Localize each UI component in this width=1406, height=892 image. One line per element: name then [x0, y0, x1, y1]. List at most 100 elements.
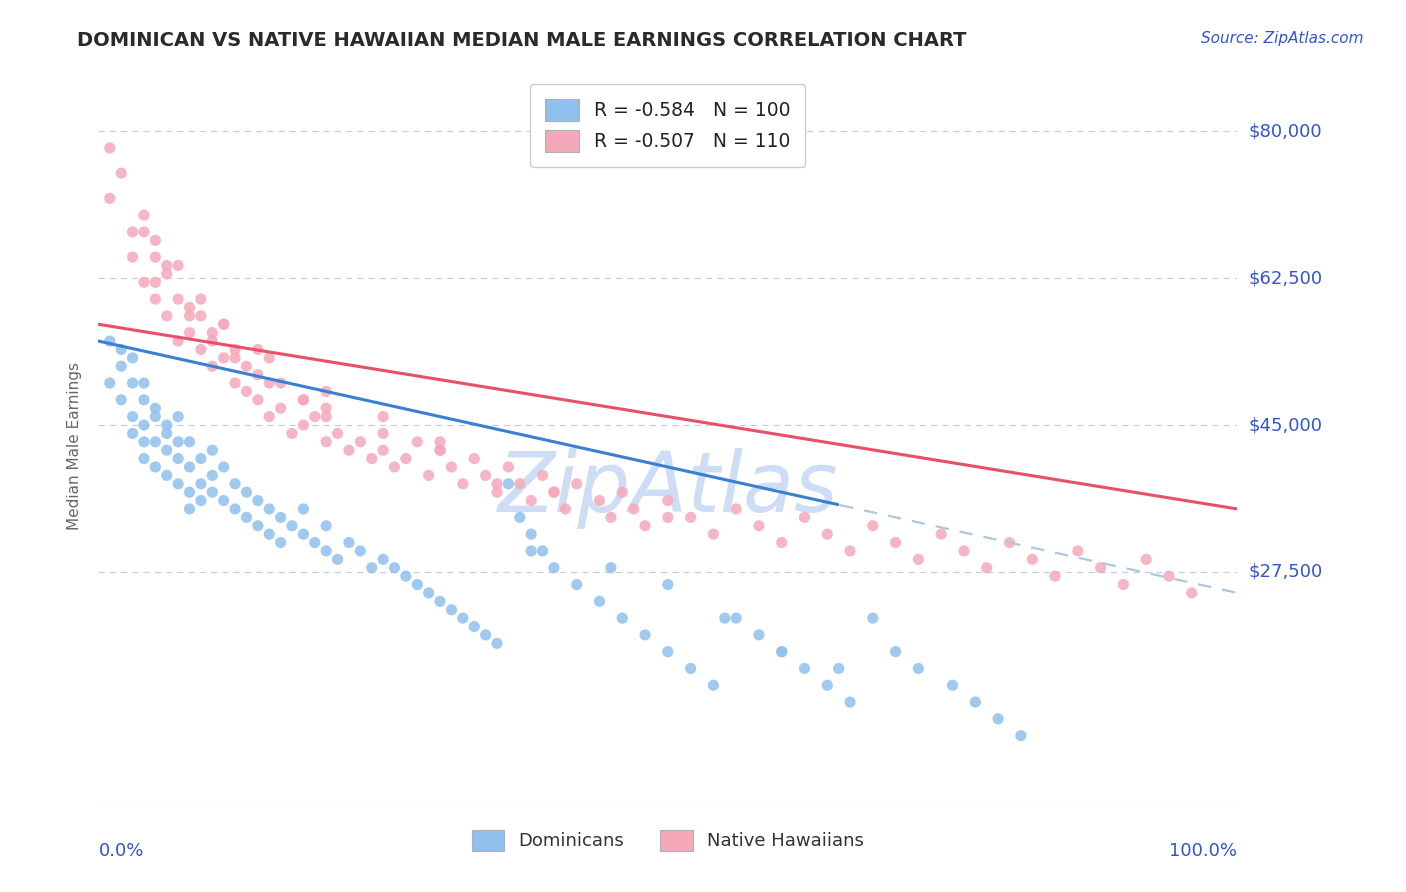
Point — [725, 611, 748, 625]
Text: $45,000: $45,000 — [1249, 416, 1323, 434]
Point — [315, 384, 337, 399]
Point — [212, 318, 235, 332]
Point — [815, 527, 838, 541]
Point — [337, 443, 360, 458]
Point — [235, 359, 257, 374]
Point — [520, 493, 543, 508]
Point — [634, 628, 657, 642]
Point — [612, 485, 634, 500]
Point — [121, 426, 143, 441]
Point — [292, 392, 315, 407]
Point — [429, 443, 451, 458]
Point — [145, 460, 167, 475]
Point — [884, 645, 907, 659]
Point — [246, 392, 269, 407]
Point — [156, 468, 179, 483]
Point — [167, 334, 190, 348]
Point — [292, 502, 315, 516]
Point — [121, 225, 143, 239]
Point — [145, 409, 167, 424]
Point — [201, 468, 224, 483]
Point — [531, 468, 554, 483]
Point — [132, 376, 155, 390]
Point — [543, 485, 565, 500]
Point — [145, 434, 167, 449]
Point — [371, 443, 394, 458]
Point — [429, 434, 451, 449]
Point — [815, 678, 838, 692]
Point — [304, 535, 326, 549]
Point — [270, 376, 292, 390]
Point — [1067, 544, 1090, 558]
Point — [600, 510, 623, 524]
Point — [145, 250, 167, 264]
Point — [315, 434, 337, 449]
Point — [110, 392, 132, 407]
Point — [907, 552, 929, 566]
Text: ZipAtlas: ZipAtlas — [498, 449, 838, 529]
Point — [259, 376, 281, 390]
Point — [110, 166, 132, 180]
Text: $62,500: $62,500 — [1249, 269, 1323, 287]
Point — [132, 208, 155, 222]
Point — [292, 392, 315, 407]
Point — [259, 351, 281, 365]
Point — [498, 476, 520, 491]
Point — [474, 628, 496, 642]
Point — [121, 376, 143, 390]
Point — [588, 493, 610, 508]
Point — [224, 376, 246, 390]
Point — [337, 535, 360, 549]
Point — [793, 661, 815, 675]
Point — [1021, 552, 1043, 566]
Point — [770, 645, 793, 659]
Point — [543, 560, 565, 574]
Point — [486, 636, 509, 650]
Point — [201, 443, 224, 458]
Point — [1112, 577, 1135, 591]
Point — [201, 359, 224, 374]
Point — [714, 611, 737, 625]
Point — [839, 544, 862, 558]
Point — [371, 426, 394, 441]
Point — [565, 577, 588, 591]
Point — [167, 434, 190, 449]
Point — [543, 485, 565, 500]
Point — [190, 343, 212, 357]
Point — [292, 527, 315, 541]
Point — [965, 695, 987, 709]
Point — [110, 343, 132, 357]
Point — [395, 451, 418, 466]
Point — [976, 560, 998, 574]
Point — [987, 712, 1010, 726]
Point — [179, 434, 201, 449]
Point — [748, 628, 770, 642]
Point — [463, 451, 485, 466]
Point — [224, 476, 246, 491]
Point — [463, 619, 485, 633]
Point — [451, 476, 474, 491]
Point — [418, 468, 440, 483]
Point — [657, 645, 679, 659]
Point — [1135, 552, 1157, 566]
Text: $80,000: $80,000 — [1249, 122, 1322, 140]
Point — [474, 468, 496, 483]
Point — [259, 527, 281, 541]
Point — [657, 577, 679, 591]
Point — [828, 661, 851, 675]
Point — [748, 518, 770, 533]
Point — [167, 259, 190, 273]
Point — [486, 485, 509, 500]
Point — [884, 535, 907, 549]
Point — [360, 451, 382, 466]
Point — [145, 401, 167, 416]
Point — [190, 451, 212, 466]
Point — [531, 544, 554, 558]
Point — [179, 460, 201, 475]
Point — [554, 502, 576, 516]
Text: DOMINICAN VS NATIVE HAWAIIAN MEDIAN MALE EARNINGS CORRELATION CHART: DOMINICAN VS NATIVE HAWAIIAN MEDIAN MALE… — [77, 31, 967, 50]
Text: 0.0%: 0.0% — [98, 842, 143, 860]
Point — [600, 560, 623, 574]
Point — [1181, 586, 1204, 600]
Point — [190, 309, 212, 323]
